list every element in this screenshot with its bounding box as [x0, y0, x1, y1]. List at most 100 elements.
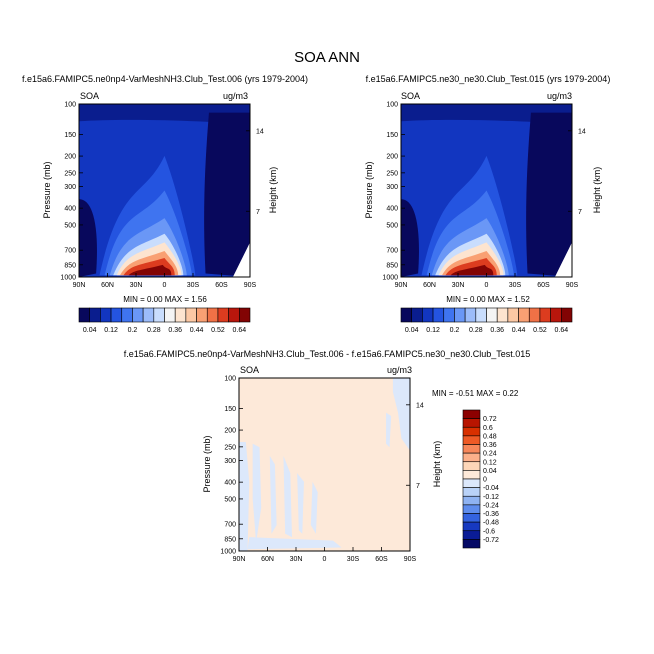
x-tick-label: 90S	[404, 556, 417, 563]
colorbar-swatch	[142, 307, 155, 323]
colorbar-label: -0.48	[483, 520, 499, 527]
x-tick-label: 90N	[233, 556, 246, 563]
colorbar-swatch	[196, 307, 208, 323]
colorbar-swatch	[518, 307, 530, 323]
panel-3-contour-field	[239, 378, 410, 551]
colorbar-label: 0.24	[483, 451, 497, 458]
y-tick-label: 100	[64, 102, 76, 109]
figure-title: SOA ANN	[294, 49, 360, 66]
y-tick-label: 200	[224, 428, 236, 435]
panel-2-y2-axis-label: Height (km)	[592, 167, 602, 214]
contour-upper	[79, 104, 250, 125]
colorbar-swatch	[462, 478, 481, 488]
colorbar-label: 0.12	[426, 327, 440, 334]
panel-3-axes: 90N 60N 30N 0 30S 60S 90S 100 150 200 250 300 400 500…	[220, 376, 423, 564]
colorbar-label: 0.64	[555, 327, 569, 334]
panel-1-title: f.e15a6.FAMIPC5.ne0np4-VarMeshNH3.Club_T…	[22, 74, 308, 84]
x-tick-label: 90N	[395, 282, 408, 289]
panel-3-right-label: ug/m3	[387, 365, 412, 375]
x-tick-label: 90N	[73, 282, 86, 289]
x-tick-label: 0	[323, 556, 327, 563]
panel-2-title: f.e15a6.FAMIPC5.ne30_ne30.Club_Test.015 …	[366, 74, 611, 84]
colorbar-swatch	[89, 307, 101, 323]
panel-3-y2-axis-label: Height (km)	[432, 441, 442, 488]
diff-negative-patch-8	[392, 378, 410, 451]
x-tick-label: 30S	[187, 282, 200, 289]
y-tick-label: 700	[224, 522, 236, 529]
colorbar-label: 0.52	[533, 327, 547, 334]
x-tick-label: 30S	[347, 556, 360, 563]
colorbar-label: 0.6	[483, 425, 493, 432]
colorbar-swatch	[462, 461, 481, 471]
colorbar-swatch	[462, 487, 481, 497]
y-tick-label: 700	[386, 248, 398, 255]
y-tick-label: 150	[64, 132, 76, 139]
diff-negative-patch-9	[386, 412, 392, 448]
y-tick-label: 250	[386, 170, 398, 177]
colorbar-swatch	[422, 307, 434, 323]
x-tick-label: 30N	[452, 282, 465, 289]
colorbar-swatch	[432, 307, 445, 323]
panel-2-y-axis-label: Pressure (mb)	[364, 161, 374, 218]
y-tick-label: 500	[64, 222, 76, 229]
colorbar-swatch	[475, 307, 487, 323]
y-tick-label: 700	[64, 248, 76, 255]
x-tick-label: 0	[163, 282, 167, 289]
y-tick-label: 250	[224, 444, 236, 451]
diff-background	[239, 378, 410, 551]
colorbar-swatch	[78, 307, 90, 323]
diff-negative-patch-2	[252, 443, 262, 543]
colorbar-swatch	[185, 307, 197, 323]
colorbar-swatch	[153, 307, 165, 323]
panel-2-axes: 90N 60N 30N 0 30S 60S 90S 100 150 200 250 300 400 500…	[382, 102, 585, 290]
y-tick-label: 850	[224, 536, 236, 543]
colorbar-label: -0.12	[483, 494, 499, 501]
panel-3-left-label: SOA	[240, 365, 259, 375]
x-tick-label: 60S	[537, 282, 550, 289]
contour-level-8	[450, 264, 494, 276]
colorbar-swatch	[462, 504, 481, 514]
colorbar-swatch	[539, 307, 551, 323]
colorbar-label: 0.12	[483, 459, 497, 466]
panel-2: f.e15a6.FAMIPC5.ne30_ne30.Club_Test.015 …	[364, 74, 610, 334]
y-tick-label: 1000	[220, 549, 236, 556]
diff-negative-patch-1	[239, 442, 250, 551]
no-data-region	[232, 242, 250, 277]
colorbar-label: 0.36	[490, 327, 504, 334]
colorbar-swatch	[561, 307, 573, 323]
y-tick-label: 300	[386, 184, 398, 191]
y-tick-label: 400	[64, 206, 76, 213]
panel-3-min-max: MIN = -0.51 MAX = 0.22	[432, 389, 519, 398]
colorbar-swatch	[496, 307, 509, 323]
panel-2-left-label: SOA	[401, 91, 420, 101]
colorbar-swatch	[528, 307, 541, 323]
y-tick-label: 1000	[382, 275, 398, 282]
colorbar-swatch	[132, 307, 144, 323]
y-tick-label: 150	[386, 132, 398, 139]
contour-north-pole	[79, 199, 97, 277]
colorbar-swatch	[486, 307, 498, 323]
contour-north-pole	[401, 199, 419, 277]
colorbar-swatch	[110, 307, 123, 323]
x-tick-label: 60S	[375, 556, 388, 563]
x-tick-label: 30S	[509, 282, 522, 289]
panel-3: f.e15a6.FAMIPC5.ne0np4-VarMeshNH3.Club_T…	[124, 349, 531, 563]
x-tick-label: 30N	[290, 556, 303, 563]
x-tick-label: 60N	[101, 282, 114, 289]
y-tick-label: 250	[64, 170, 76, 177]
diff-negative-patch-4	[283, 455, 293, 538]
colorbar-swatch	[100, 307, 112, 323]
colorbar-label: 0.12	[104, 327, 118, 334]
colorbar-swatch	[411, 307, 423, 323]
x-tick-label: 60N	[261, 556, 274, 563]
y-tick-label: 100	[386, 102, 398, 109]
colorbar-swatch	[121, 307, 133, 323]
colorbar-swatch	[462, 452, 481, 463]
colorbar-label: 0.36	[168, 327, 182, 334]
colorbar-label: 0.04	[483, 468, 497, 475]
y-tick-label: 850	[64, 262, 76, 269]
colorbar-label: 0.2	[450, 327, 460, 334]
diff-negative-patch-7	[247, 537, 342, 550]
colorbar-label: 0.28	[147, 327, 161, 334]
colorbar-swatch	[462, 530, 481, 540]
